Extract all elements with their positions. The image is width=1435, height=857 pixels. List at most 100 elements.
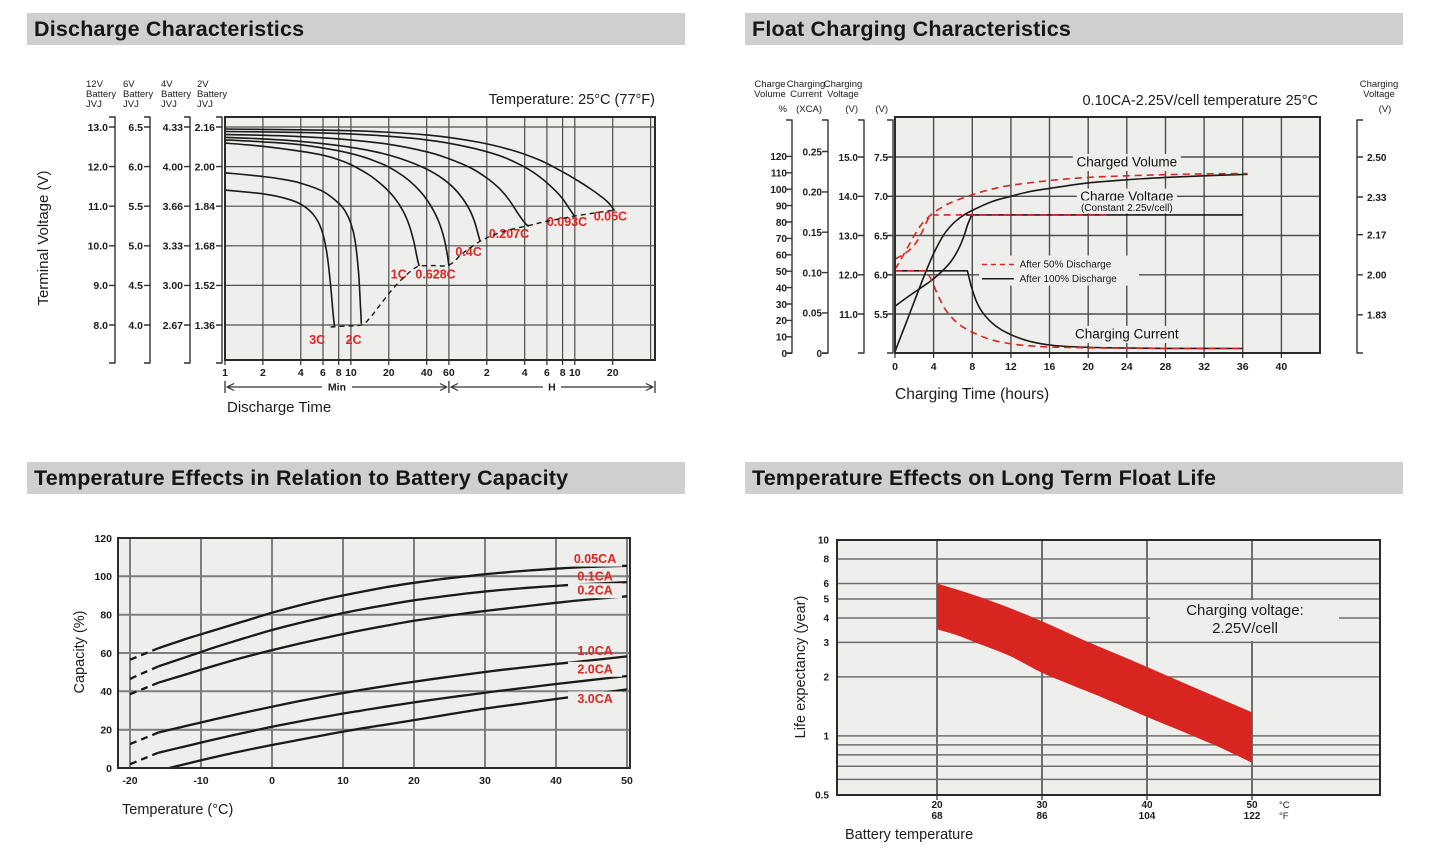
curve-label-3.0CA: 3.0CA: [577, 692, 612, 706]
x-tick: 6: [544, 367, 550, 379]
y-axis-label: Life expectancy (year): [793, 596, 809, 739]
span-label-H: H: [548, 382, 556, 394]
curve-label-0.093C: 0.093C: [547, 215, 587, 229]
axis-tick: 5.5: [874, 310, 888, 321]
x-tick-fahrenheit: 86: [1036, 811, 1048, 822]
axis-tick: 0.05: [803, 309, 823, 320]
curve-0.2CA: [158, 595, 628, 684]
scale-header: Battery: [197, 89, 227, 100]
y-tick: 6: [823, 579, 829, 590]
x-tick-celsius: 30: [1036, 800, 1048, 811]
scale-tick: 1.52: [195, 280, 216, 292]
axis-tick: 2.50: [1367, 153, 1387, 164]
y-tick: 8: [823, 554, 829, 565]
curve-0.05C: [224, 128, 616, 212]
x-tick: 10: [337, 775, 349, 787]
axis-header: Charge: [754, 79, 785, 90]
section-header-float-life: Temperature Effects on Long Term Float L…: [745, 462, 1403, 494]
x-tick-fahrenheit: 104: [1139, 811, 1156, 822]
axis-tick: 2.33: [1367, 193, 1387, 204]
scale-header: Battery: [161, 89, 191, 100]
scale-header: JVJ: [197, 99, 213, 110]
x-tick: 12: [1005, 361, 1017, 373]
curve-charge-voltage-after-100%-discharge: [894, 214, 1243, 307]
curve-dashed-2.0CA: [129, 751, 159, 766]
x-tick-stubs: [936, 795, 1253, 800]
scale-tick: 1.84: [195, 201, 216, 213]
axis-unit: %: [779, 104, 788, 115]
curve-dashed-0.1CA: [129, 665, 159, 680]
axis-tick: 15.0: [839, 153, 859, 164]
curve-label-2C: 2C: [346, 333, 362, 347]
axis-unit: (XCA): [796, 104, 822, 115]
section-header-discharge: Discharge Characteristics: [27, 13, 685, 45]
scale-tick: 4.0: [128, 320, 143, 332]
axis-header: Charging: [824, 79, 863, 90]
axis-tick: 70: [776, 234, 788, 245]
scale-tick: 4.5: [128, 280, 143, 292]
curve-charged-volume-after-100%-discharge: [894, 173, 1248, 352]
curve-label-0.628C: 0.628C: [415, 267, 455, 281]
x-tick: 6: [320, 367, 326, 379]
y-tick: 0: [106, 763, 112, 775]
curve-dashed-1.0CA: [129, 731, 159, 746]
x-tick: 24: [1121, 361, 1133, 373]
annotation-line-1: Charging voltage:: [1186, 602, 1304, 619]
y-tick: 1: [823, 731, 829, 742]
scale-header: 6V: [123, 79, 135, 90]
curve-0.1CA: [158, 580, 628, 668]
chart-subtitle: 0.10CA-2.25V/cell temperature 25°C: [1082, 93, 1318, 109]
axis-header: Volume: [754, 89, 786, 100]
legend-label: After 50% Discharge: [1020, 260, 1112, 271]
x-tick: 60: [443, 367, 455, 379]
scale-tick: 13.0: [88, 122, 109, 134]
axis-bracket: [109, 116, 116, 364]
axis-tick: 110: [771, 169, 788, 180]
scale-header: Battery: [86, 89, 116, 100]
x-unit-fahrenheit: °F: [1279, 811, 1289, 822]
float-life-band: [937, 583, 1252, 763]
axis-unit: (V): [875, 104, 888, 115]
curve-label-0.05CA: 0.05CA: [574, 552, 616, 566]
curve-label-1.0CA: 1.0CA: [577, 644, 612, 658]
x-tick: 4: [931, 361, 937, 373]
x-tick-fahrenheit: 122: [1244, 811, 1261, 822]
scale-tick: 6.5: [128, 122, 143, 134]
plot-label: Charging Current: [1075, 326, 1179, 341]
curve-label-0.1CA: 0.1CA: [577, 569, 612, 583]
x-tick-stubs: [894, 353, 1282, 358]
curve-label-3C: 3C: [309, 333, 325, 347]
x-tick: 8: [560, 367, 566, 379]
scale-header: 12V: [86, 79, 104, 90]
axis-bracket: [184, 116, 191, 364]
scale-tick: 4.33: [163, 122, 184, 134]
axis-bracket: [786, 119, 793, 354]
axis-tick: 7.0: [874, 192, 888, 203]
curve-dashed-0.05CA: [129, 647, 159, 661]
x-tick: 4: [298, 367, 304, 379]
annotation-box: [1150, 600, 1339, 641]
scale-tick: 12.0: [88, 161, 109, 173]
curve-0.4C: [224, 136, 481, 242]
scale-tick: 4.00: [163, 161, 184, 173]
axis-bracket: [887, 119, 894, 354]
axis-bracket: [1356, 119, 1363, 354]
axis-tick: 11.0: [839, 310, 858, 321]
section-header-temp-capacity: Temperature Effects in Relation to Batte…: [27, 462, 685, 494]
x-unit-celsius: °C: [1279, 800, 1290, 811]
x-tick-fahrenheit: 68: [931, 811, 943, 822]
axis-tick: 0.10: [803, 268, 823, 279]
y-tick: 40: [100, 686, 112, 698]
x-tick-stubs: [224, 360, 614, 365]
x-tick: 40: [550, 775, 562, 787]
axis-bracket: [822, 119, 829, 354]
x-tick: 32: [1198, 361, 1210, 373]
legend-box: [979, 255, 1140, 286]
axis-tick: 0: [816, 349, 822, 360]
scale-tick: 8.0: [93, 320, 108, 332]
axis-tick: 90: [776, 201, 788, 212]
y-tick: 20: [100, 724, 112, 736]
scale-tick: 2.16: [195, 122, 216, 134]
scale-tick: 3.00: [163, 280, 184, 292]
